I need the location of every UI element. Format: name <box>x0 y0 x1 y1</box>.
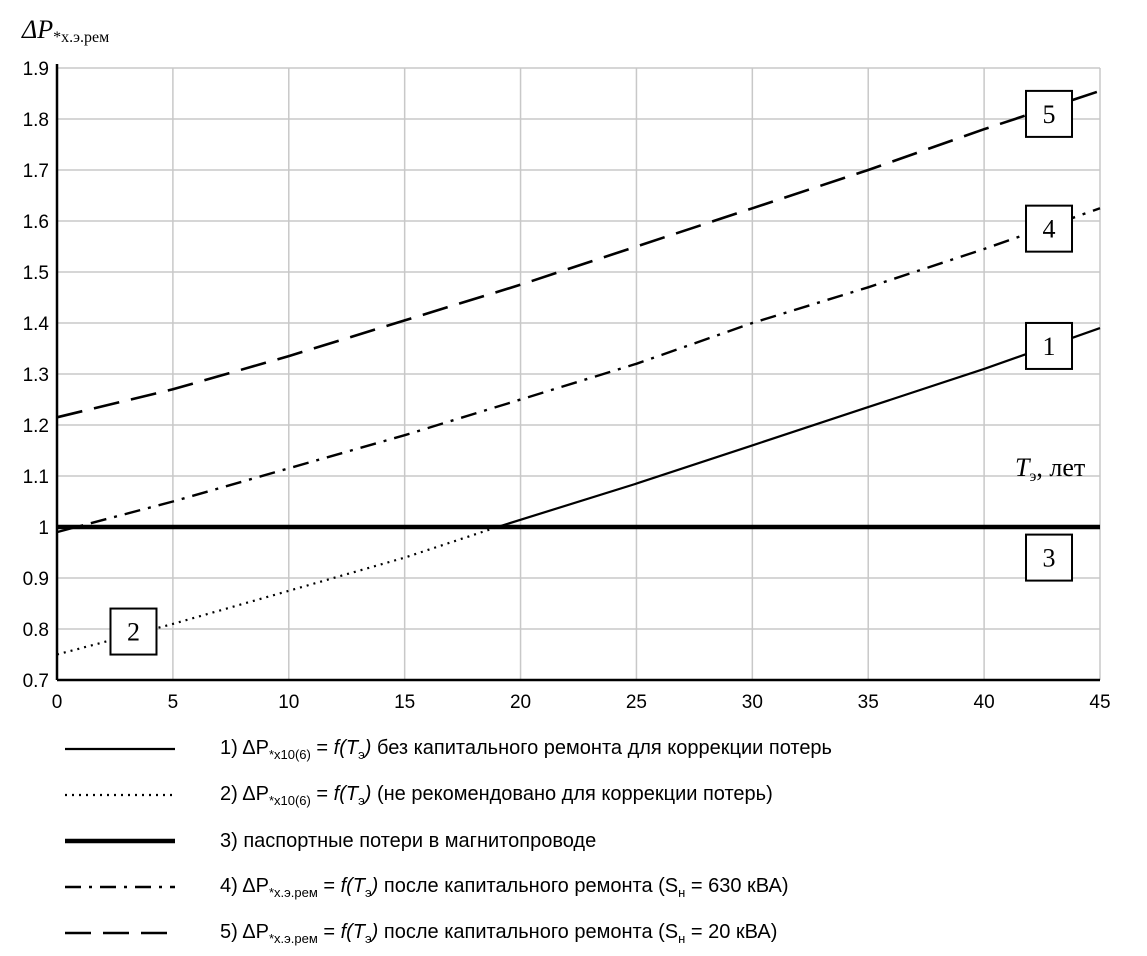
y-tick-label: 1.5 <box>23 263 49 284</box>
y-tick-label: 0.7 <box>23 671 49 692</box>
axes <box>55 64 1100 682</box>
callout-label: 1 <box>1043 332 1056 361</box>
x-axis-label: Tэ, лет <box>1015 453 1085 485</box>
legend-label: 4) ΔP*х.э.рем = f(Tэ) после капитального… <box>220 874 789 900</box>
callout-label: 2 <box>127 618 140 647</box>
series-line-1 <box>497 327 1101 529</box>
y-label-symbol: ΔP <box>21 15 53 44</box>
callout-3: 3 <box>1025 533 1074 582</box>
callout-box <box>1025 204 1074 253</box>
y-tick-label: 1.3 <box>23 365 49 386</box>
legend-swatch <box>65 747 175 751</box>
callout-label: 3 <box>1043 544 1056 573</box>
legend-label: 3) паспортные потери в магнитопроводе <box>220 829 597 852</box>
legend-swatch <box>65 931 175 935</box>
x-tick-label: 45 <box>1089 692 1110 713</box>
y-tick-label: 0.8 <box>23 620 49 641</box>
series-layer <box>56 89 1101 656</box>
x-tick-label: 5 <box>168 692 179 713</box>
legend-item-2: 2) ΔP*х10(6) = f(Tэ) (не рекомендовано д… <box>60 772 1140 818</box>
legend-swatch <box>65 838 175 844</box>
y-tick-label: 1.4 <box>23 314 50 335</box>
legend-label: 1) ΔP*х10(6) = f(Tэ) без капитального ре… <box>220 736 832 762</box>
x-label-unit: , лет <box>1036 453 1085 482</box>
legend-swatch <box>65 793 175 797</box>
callouts: 5 4 1 3 2 <box>109 89 1074 656</box>
y-label-subscript: *х.э.рем <box>53 29 109 46</box>
grid <box>56 67 1101 681</box>
callout-box <box>109 607 158 656</box>
x-tick-label: 35 <box>858 692 879 713</box>
callout-2: 2 <box>109 607 158 656</box>
x-tick-label: 10 <box>278 692 299 713</box>
y-tick-label: 1.6 <box>23 212 49 233</box>
callout-box <box>1025 533 1074 582</box>
callout-label: 4 <box>1043 215 1056 244</box>
x-label-subscript: э <box>1029 468 1036 485</box>
x-tick-label: 25 <box>626 692 647 713</box>
x-tick-label: 20 <box>510 692 531 713</box>
series-line-2 <box>56 525 498 656</box>
legend-item-4: 4) ΔP*х.э.рем = f(Tэ) после капитального… <box>60 864 1140 910</box>
legend-label: 5) ΔP*х.э.рем = f(Tэ) после капитального… <box>220 920 778 946</box>
legend-item-1: 1) ΔP*х10(6) = f(Tэ) без капитального ре… <box>60 726 1140 772</box>
legend-item-5: 5) ΔP*х.э.рем = f(Tэ) после капитального… <box>60 910 1140 956</box>
y-tick-label: 1.2 <box>23 416 49 437</box>
callout-box <box>1025 89 1074 138</box>
x-label-symbol: T <box>1015 453 1031 482</box>
callout-box <box>1025 321 1074 370</box>
y-axis-label: ΔP*х.э.рем <box>21 15 109 46</box>
tick-labels: 0 5 10 15 20 25 30 35 40 450.70.80.911.11.21.31.4… <box>23 59 1111 713</box>
legend-label: 2) ΔP*х10(6) = f(Tэ) (не рекомендовано д… <box>220 782 773 808</box>
x-tick-label: 30 <box>742 692 763 713</box>
y-tick-label: 1.8 <box>23 110 49 131</box>
chart: 0 5 10 15 20 25 30 35 40 450.70.80.911.11.21.31.4… <box>21 15 1111 713</box>
callout-label: 5 <box>1043 100 1056 129</box>
series-line-5 <box>56 89 1101 419</box>
callout-4: 4 <box>1025 204 1074 253</box>
legend-swatch <box>65 885 175 889</box>
y-tick-label: 1.9 <box>23 59 49 80</box>
x-tick-label: 40 <box>974 692 995 713</box>
y-tick-label: 0.9 <box>23 569 49 590</box>
x-tick-label: 0 <box>52 692 63 713</box>
callout-5: 5 <box>1025 89 1074 138</box>
y-tick-label: 1 <box>38 518 49 539</box>
legend-item-3: 3) паспортные потери в магнитопроводе <box>60 818 1140 864</box>
legend: 1) ΔP*х10(6) = f(Tэ) без капитального ре… <box>60 726 1140 956</box>
callout-1: 1 <box>1025 321 1074 370</box>
y-tick-label: 1.7 <box>23 161 49 182</box>
y-tick-label: 1.1 <box>23 467 49 488</box>
series-line-4 <box>56 207 1101 534</box>
x-tick-label: 15 <box>394 692 415 713</box>
